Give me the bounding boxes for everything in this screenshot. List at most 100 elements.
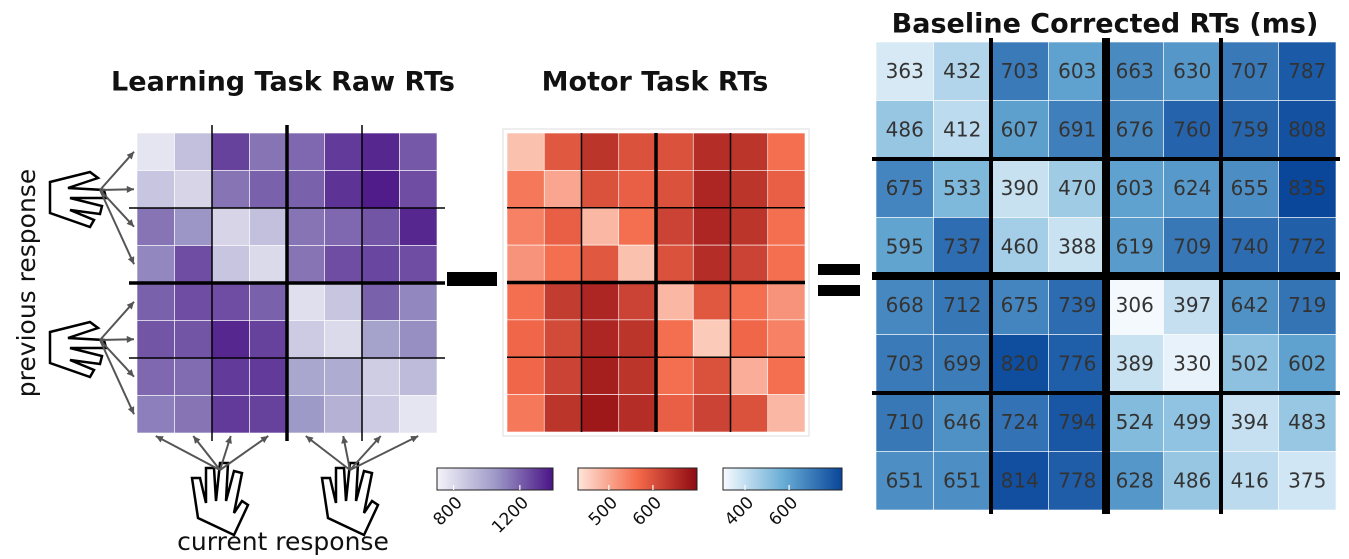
heatmap-cell bbox=[619, 357, 656, 394]
heatmap-cell bbox=[507, 283, 544, 320]
heatmap-cell bbox=[175, 396, 213, 434]
heatmap-cell bbox=[544, 170, 581, 207]
colorbar bbox=[437, 468, 553, 490]
arrow-head bbox=[341, 436, 348, 444]
cell-value: 739 bbox=[1058, 293, 1096, 317]
heatmap-cell bbox=[325, 171, 363, 209]
heatmap-cell bbox=[362, 171, 400, 209]
heatmap-cell bbox=[656, 320, 693, 357]
cell-value: 330 bbox=[1173, 351, 1211, 375]
heatmap-cell bbox=[768, 208, 805, 245]
heatmap-cell bbox=[325, 283, 363, 321]
cell-value: 306 bbox=[1116, 293, 1154, 317]
heatmap-cell bbox=[582, 170, 619, 207]
heatmap-cell bbox=[582, 133, 619, 170]
heatmap-cell bbox=[582, 245, 619, 282]
heatmap-cell bbox=[400, 133, 438, 171]
heatmap-cell bbox=[619, 170, 656, 207]
heatmap-cell bbox=[656, 357, 693, 394]
heatmap-cell bbox=[544, 208, 581, 245]
heatmap-cell bbox=[656, 395, 693, 432]
heatmap-cell bbox=[768, 245, 805, 282]
cell-value: 619 bbox=[1116, 234, 1154, 258]
heatmap-cell bbox=[212, 133, 250, 171]
heatmap-cell bbox=[400, 246, 438, 284]
heatmap-cell bbox=[693, 357, 730, 394]
heatmap-cell bbox=[137, 358, 175, 396]
heatmap-cell bbox=[287, 171, 325, 209]
cell-value: 814 bbox=[1001, 468, 1039, 492]
y-axis-label: previous response bbox=[12, 169, 41, 397]
heatmap-cell bbox=[693, 208, 730, 245]
heatmap-cell bbox=[175, 246, 213, 284]
heatmap-cell bbox=[212, 283, 250, 321]
cell-value: 533 bbox=[943, 176, 981, 200]
colorbar-tick-label: 600 bbox=[765, 493, 802, 530]
equals-operator bbox=[818, 264, 860, 275]
heatmap-cell bbox=[400, 321, 438, 359]
heatmap-cell bbox=[137, 321, 175, 359]
heatmap-cell bbox=[137, 133, 175, 171]
heatmap-cell bbox=[250, 283, 288, 321]
heatmap-cell bbox=[175, 321, 213, 359]
cell-value: 460 bbox=[1001, 234, 1039, 258]
heatmap-cell bbox=[212, 396, 250, 434]
heatmap-cell bbox=[287, 321, 325, 359]
colorbar-tick-label: 600 bbox=[629, 493, 666, 530]
heatmap-cell bbox=[731, 283, 768, 320]
cell-value: 389 bbox=[1116, 351, 1154, 375]
heatmap-cell bbox=[175, 171, 213, 209]
hand-icon bbox=[322, 463, 378, 535]
cell-value: 628 bbox=[1116, 468, 1154, 492]
cell-value: 776 bbox=[1058, 351, 1096, 375]
heatmap-cell bbox=[137, 396, 175, 434]
heatmap-cell bbox=[212, 246, 250, 284]
heatmap-cell bbox=[175, 208, 213, 246]
chart-title: Baseline Corrected RTs (ms) bbox=[892, 9, 1319, 40]
hand-icon bbox=[50, 172, 106, 227]
heatmap-cell bbox=[656, 133, 693, 170]
cell-value: 388 bbox=[1058, 234, 1096, 258]
cell-value: 820 bbox=[1001, 351, 1039, 375]
heatmap-cell bbox=[619, 133, 656, 170]
heatmap-cell bbox=[250, 321, 288, 359]
heatmap-cell bbox=[768, 320, 805, 357]
heatmap-cell bbox=[731, 133, 768, 170]
heatmap-cell bbox=[175, 358, 213, 396]
heatmap-cell bbox=[325, 321, 363, 359]
heatmap-cell bbox=[362, 358, 400, 396]
cell-value: 668 bbox=[886, 293, 924, 317]
heatmap-cell bbox=[731, 208, 768, 245]
heatmap-cell bbox=[507, 320, 544, 357]
heatmap-cell bbox=[693, 320, 730, 357]
cell-value: 709 bbox=[1173, 234, 1211, 258]
cell-value: 655 bbox=[1231, 176, 1269, 200]
cell-value: 691 bbox=[1058, 117, 1096, 141]
heatmap-cell bbox=[693, 395, 730, 432]
heatmap-cell bbox=[175, 133, 213, 171]
hand-icon bbox=[50, 322, 106, 377]
heatmap-cell bbox=[731, 395, 768, 432]
cell-value: 778 bbox=[1058, 468, 1096, 492]
cell-value: 397 bbox=[1173, 293, 1211, 317]
heatmap-cell bbox=[287, 396, 325, 434]
heatmap-cell bbox=[507, 357, 544, 394]
cell-value: 703 bbox=[1001, 59, 1039, 83]
heatmap-cell bbox=[731, 245, 768, 282]
colorbar-tick-label: 400 bbox=[721, 493, 758, 530]
heatmap-cell bbox=[137, 246, 175, 284]
equals-operator bbox=[818, 285, 860, 296]
figure: previous response current response Learn… bbox=[0, 0, 1349, 559]
heatmap-cell bbox=[400, 358, 438, 396]
heatmap-cell bbox=[137, 208, 175, 246]
cell-value: 524 bbox=[1116, 410, 1154, 434]
heatmap-cell bbox=[287, 283, 325, 321]
heatmap-cell bbox=[507, 208, 544, 245]
cell-value: 710 bbox=[886, 410, 924, 434]
heatmap-cell bbox=[400, 283, 438, 321]
cell-value: 603 bbox=[1116, 176, 1154, 200]
heatmap-cell bbox=[325, 358, 363, 396]
cell-value: 394 bbox=[1231, 410, 1269, 434]
cell-value: 502 bbox=[1231, 351, 1269, 375]
heatmap-cell bbox=[544, 320, 581, 357]
